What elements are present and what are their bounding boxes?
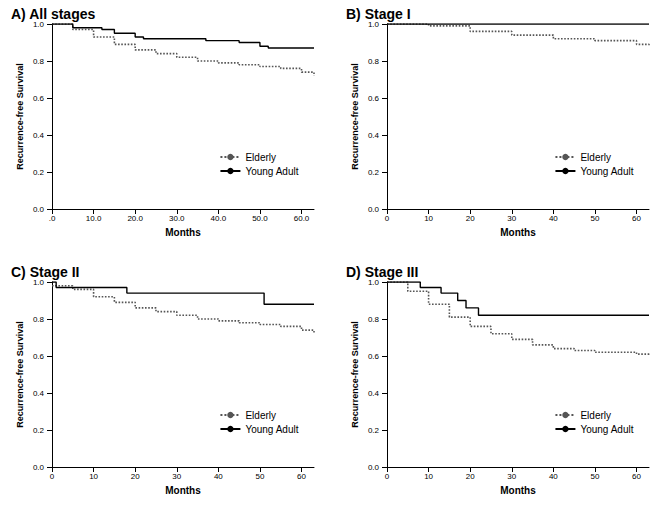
svg-text:40: 40 xyxy=(549,472,558,481)
svg-text:Young Adult: Young Adult xyxy=(245,166,298,177)
svg-text:0.8: 0.8 xyxy=(33,315,45,324)
svg-text:B) Stage I: B) Stage I xyxy=(346,6,411,22)
svg-text:0.4: 0.4 xyxy=(33,131,45,140)
svg-text:A) All stages: A) All stages xyxy=(11,6,95,22)
svg-text:30: 30 xyxy=(507,214,516,223)
svg-text:0.2: 0.2 xyxy=(368,426,380,435)
svg-text:0.2: 0.2 xyxy=(33,426,45,435)
svg-text:50: 50 xyxy=(590,472,599,481)
svg-text:40.0: 40.0 xyxy=(211,214,227,223)
svg-text:C) Stage II: C) Stage II xyxy=(11,264,79,280)
svg-text:0.6: 0.6 xyxy=(368,94,380,103)
svg-text:0.8: 0.8 xyxy=(368,57,380,66)
svg-text:Young Adult: Young Adult xyxy=(580,166,633,177)
svg-text:60: 60 xyxy=(632,472,641,481)
svg-text:Recurrence-free Survival: Recurrence-free Survival xyxy=(15,63,25,170)
svg-text:1.0: 1.0 xyxy=(32,19,44,29)
svg-text:0.8: 0.8 xyxy=(368,315,380,324)
svg-text:20: 20 xyxy=(466,472,475,481)
svg-text:Young Adult: Young Adult xyxy=(245,424,298,435)
svg-text:Recurrence-free Survival: Recurrence-free Survival xyxy=(350,321,360,428)
svg-text:0.0: 0.0 xyxy=(33,463,45,472)
svg-text:30.0: 30.0 xyxy=(169,214,185,223)
svg-text:0.4: 0.4 xyxy=(368,389,380,398)
svg-text:0.6: 0.6 xyxy=(368,352,380,361)
svg-text:Recurrence-free Survival: Recurrence-free Survival xyxy=(15,321,25,428)
svg-text:Months: Months xyxy=(165,227,201,238)
svg-text:30: 30 xyxy=(172,472,181,481)
svg-text:0.4: 0.4 xyxy=(368,131,380,140)
svg-text:10: 10 xyxy=(424,214,433,223)
svg-text:50: 50 xyxy=(590,214,599,223)
svg-text:0.0: 0.0 xyxy=(368,463,380,472)
svg-text:Elderly: Elderly xyxy=(580,410,611,421)
svg-text:1.0: 1.0 xyxy=(32,277,44,287)
svg-text:10: 10 xyxy=(424,472,433,481)
svg-text:0.6: 0.6 xyxy=(33,94,45,103)
svg-text:0.0: 0.0 xyxy=(368,205,380,214)
svg-text:Months: Months xyxy=(500,485,536,496)
svg-text:20: 20 xyxy=(466,214,475,223)
svg-text:60: 60 xyxy=(297,472,306,481)
svg-text:40: 40 xyxy=(214,472,223,481)
svg-text:0.0: 0.0 xyxy=(33,205,45,214)
svg-text:1.0: 1.0 xyxy=(367,19,379,29)
svg-text:30: 30 xyxy=(507,472,516,481)
svg-text:10: 10 xyxy=(89,472,98,481)
svg-text:50: 50 xyxy=(255,472,264,481)
svg-text:0.2: 0.2 xyxy=(368,168,380,177)
svg-text:0.4: 0.4 xyxy=(33,389,45,398)
svg-text:Elderly: Elderly xyxy=(245,152,276,163)
svg-text:Months: Months xyxy=(500,227,536,238)
svg-text:Elderly: Elderly xyxy=(580,152,611,163)
svg-text:D) Stage III: D) Stage III xyxy=(346,264,418,280)
svg-text:0: 0 xyxy=(385,214,390,223)
svg-text:0.6: 0.6 xyxy=(33,352,45,361)
svg-text:0.8: 0.8 xyxy=(33,57,45,66)
svg-text:20: 20 xyxy=(131,472,140,481)
svg-text:10.0: 10.0 xyxy=(86,214,102,223)
svg-text:1.0: 1.0 xyxy=(367,277,379,287)
svg-text:Young Adult: Young Adult xyxy=(580,424,633,435)
svg-text:.0: .0 xyxy=(49,214,56,223)
svg-text:20.0: 20.0 xyxy=(127,214,143,223)
svg-text:Recurrence-free Survival: Recurrence-free Survival xyxy=(350,63,360,170)
svg-text:50.0: 50.0 xyxy=(252,214,268,223)
svg-text:Months: Months xyxy=(165,485,201,496)
svg-text:60.0: 60.0 xyxy=(294,214,310,223)
svg-text:0: 0 xyxy=(50,472,55,481)
svg-text:0.2: 0.2 xyxy=(33,168,45,177)
svg-text:60: 60 xyxy=(632,214,641,223)
svg-text:40: 40 xyxy=(549,214,558,223)
svg-text:0: 0 xyxy=(385,472,390,481)
svg-text:Elderly: Elderly xyxy=(245,410,276,421)
